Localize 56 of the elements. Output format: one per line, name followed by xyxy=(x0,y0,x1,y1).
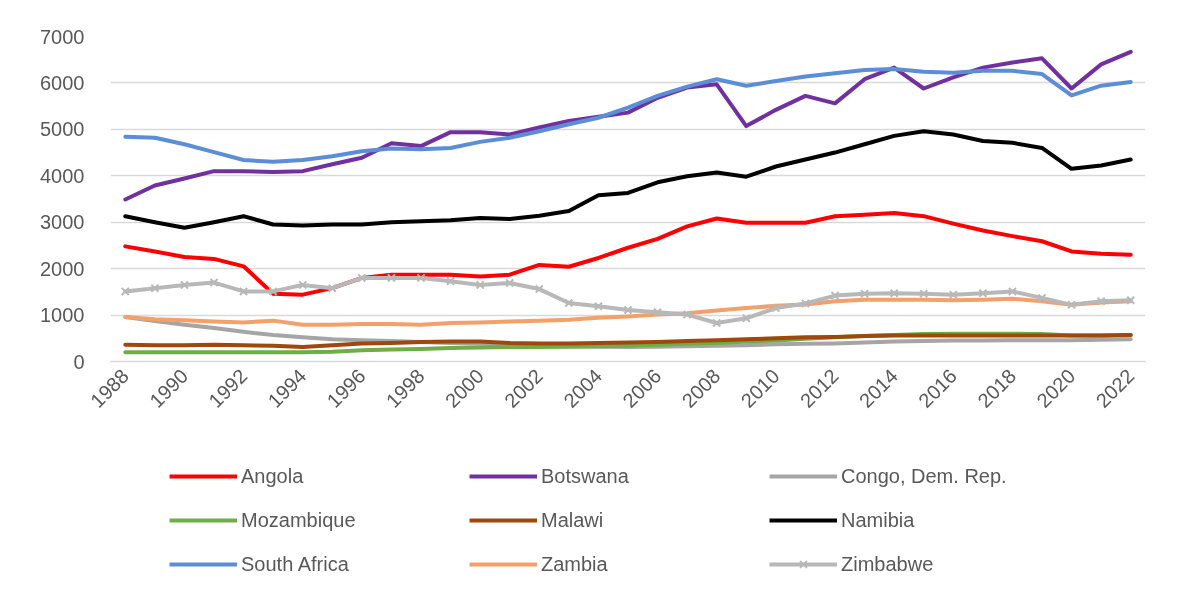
point xyxy=(741,313,751,323)
point xyxy=(623,305,633,315)
point xyxy=(534,284,544,294)
y-tick-label: 1000 xyxy=(40,304,85,327)
y-tick-label: 4000 xyxy=(40,164,85,187)
point xyxy=(1067,300,1077,310)
legend-label: Malawi xyxy=(541,508,605,532)
line-series xyxy=(123,129,1133,230)
point xyxy=(771,303,781,313)
point xyxy=(1007,286,1017,296)
y-tick-label: 2000 xyxy=(40,257,85,280)
legend-label: Congo, Dem. Rep. xyxy=(841,464,1008,488)
y-tick-label: 5000 xyxy=(40,118,85,141)
point xyxy=(209,278,219,288)
point xyxy=(712,318,722,328)
point xyxy=(120,286,130,296)
point xyxy=(919,289,929,299)
line-series xyxy=(123,210,1133,297)
point xyxy=(150,283,160,293)
point xyxy=(386,273,396,283)
y-tick-label: 3000 xyxy=(40,211,85,234)
point xyxy=(682,310,692,320)
point xyxy=(948,290,958,300)
legend-label: Namibia xyxy=(841,508,916,532)
y-tick-label: 0 xyxy=(73,350,85,373)
legend-label: South Africa xyxy=(241,552,350,576)
legend-label: Angola xyxy=(241,464,305,488)
point xyxy=(1096,296,1106,306)
point xyxy=(1126,295,1136,305)
point xyxy=(298,280,308,290)
legend-label: Botswana xyxy=(541,464,630,488)
legend-label: Zimbabwe xyxy=(841,552,935,576)
point xyxy=(357,273,367,283)
point xyxy=(446,276,456,286)
line-series xyxy=(123,333,1133,350)
point xyxy=(860,289,870,299)
legend-label: Zambia xyxy=(541,552,609,576)
point xyxy=(564,298,574,308)
point xyxy=(1037,293,1047,303)
point xyxy=(653,307,663,317)
point xyxy=(416,273,426,283)
point xyxy=(179,280,189,290)
point xyxy=(327,283,337,293)
point xyxy=(505,278,515,288)
point xyxy=(800,298,810,308)
y-tick-label: 6000 xyxy=(40,71,85,94)
point xyxy=(268,286,278,296)
point xyxy=(475,280,485,290)
line-series xyxy=(123,67,1133,164)
point xyxy=(830,291,840,301)
point xyxy=(889,288,899,298)
point xyxy=(239,286,249,296)
legend-label: Mozambique xyxy=(241,508,357,532)
point xyxy=(593,301,603,311)
y-tick-label: 7000 xyxy=(40,25,85,48)
point xyxy=(978,288,988,298)
